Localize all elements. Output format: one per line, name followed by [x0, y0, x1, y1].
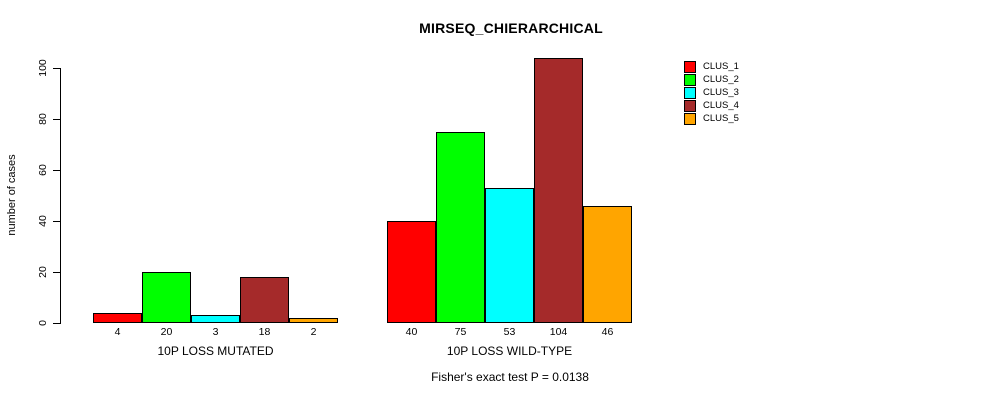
legend-label: CLUS_5 [703, 113, 739, 124]
legend-swatch-icon [684, 73, 696, 86]
bar-clus_4 [240, 277, 289, 323]
bar-clus_1 [93, 313, 142, 323]
y-axis-title: number of cases [6, 154, 18, 236]
bar-value-label: 75 [454, 326, 467, 338]
bar-clus_4 [534, 58, 583, 323]
legend-label: CLUS_3 [703, 87, 739, 98]
y-tick-mark [53, 272, 61, 273]
bar-value-label: 53 [503, 326, 516, 338]
group-axis-label: 10P LOSS MUTATED [157, 344, 274, 358]
y-tick-label: 0 [37, 320, 49, 326]
legend-item: CLUS_4 [684, 99, 739, 112]
bar-clus_2 [142, 272, 191, 323]
legend-item: CLUS_3 [684, 86, 739, 99]
annotation-fisher-test: Fisher's exact test P = 0.0138 [431, 370, 589, 384]
y-axis-line [60, 68, 61, 324]
bar-value-label: 4 [114, 326, 121, 338]
y-tick-label: 40 [37, 215, 49, 227]
y-tick-label: 100 [37, 59, 49, 77]
legend-label: CLUS_1 [703, 61, 739, 72]
bar-clus_2 [436, 132, 485, 323]
legend-item: CLUS_5 [684, 112, 739, 125]
y-tick-mark [53, 323, 61, 324]
bar-value-label: 104 [549, 326, 568, 338]
legend-swatch-icon [684, 112, 696, 125]
legend-label: CLUS_2 [703, 74, 739, 85]
legend-swatch-icon [684, 60, 696, 73]
bar-value-label: 20 [160, 326, 173, 338]
legend-item: CLUS_2 [684, 73, 739, 86]
bar-value-label: 3 [212, 326, 219, 338]
y-tick-label: 60 [37, 164, 49, 176]
chart-title: MIRSEQ_CHIERARCHICAL [419, 20, 603, 36]
bar-value-label: 40 [405, 326, 418, 338]
bar-clus_3 [191, 315, 240, 323]
bar-value-label: 18 [258, 326, 271, 338]
legend-item: CLUS_1 [684, 60, 739, 73]
bar-value-label: 2 [310, 326, 317, 338]
bar-value-label: 46 [601, 326, 614, 338]
legend-swatch-icon [684, 99, 696, 112]
bar-clus_5 [583, 206, 632, 323]
y-tick-label: 80 [37, 113, 49, 125]
bar-clus_5 [289, 318, 338, 323]
y-tick-label: 20 [37, 266, 49, 278]
y-tick-mark [53, 170, 61, 171]
legend-swatch-icon [684, 86, 696, 99]
group-axis-label: 10P LOSS WILD-TYPE [446, 344, 573, 358]
bar-clus_3 [485, 188, 534, 323]
bar-clus_1 [387, 221, 436, 323]
y-tick-mark [53, 119, 61, 120]
y-tick-mark [53, 221, 61, 222]
legend: CLUS_1 CLUS_2 CLUS_3 CLUS_4 CLUS_5 [684, 60, 739, 125]
y-tick-mark [53, 68, 61, 69]
legend-label: CLUS_4 [703, 100, 739, 111]
